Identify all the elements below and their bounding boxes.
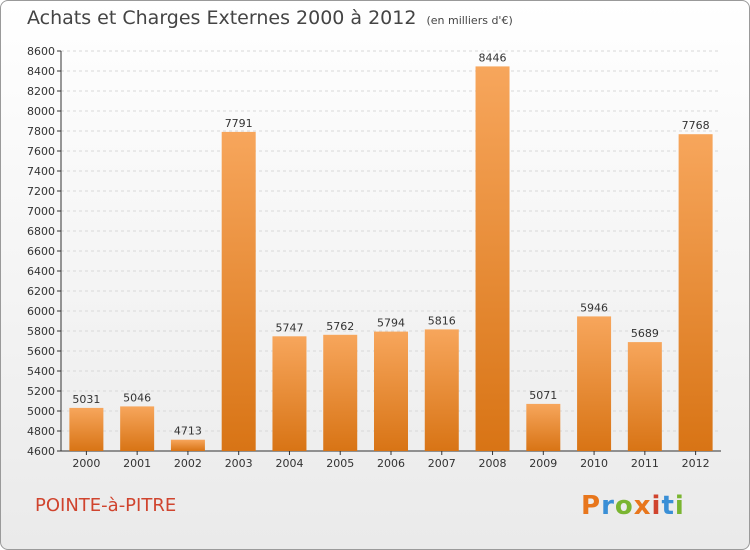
logo-letter: P — [581, 491, 602, 521]
x-tick-label: 2012 — [682, 457, 710, 470]
y-tick-label: 8400 — [27, 65, 55, 78]
bar — [424, 329, 459, 451]
x-tick-label: 2000 — [72, 457, 100, 470]
y-tick-label: 7000 — [27, 205, 55, 218]
y-tick-label: 6000 — [27, 305, 55, 318]
bar-value-label: 5816 — [428, 314, 456, 327]
y-tick-label: 6400 — [27, 265, 55, 278]
y-tick-label: 5000 — [27, 405, 55, 418]
y-tick-label: 5800 — [27, 325, 55, 338]
logo-letter: x — [633, 491, 652, 521]
bar-value-label: 8446 — [479, 51, 507, 64]
x-tick-label: 2004 — [275, 457, 303, 470]
y-tick-label: 7800 — [27, 125, 55, 138]
y-tick-label: 4800 — [27, 425, 55, 438]
y-tick-label: 8600 — [27, 45, 55, 58]
y-tick-label: 7600 — [27, 145, 55, 158]
x-tick-label: 2001 — [123, 457, 151, 470]
logo-letter: t — [661, 491, 675, 521]
y-tick-label: 4600 — [27, 445, 55, 458]
bar — [323, 334, 358, 451]
y-tick-label: 5600 — [27, 345, 55, 358]
bar — [69, 407, 104, 451]
bar-value-label: 5071 — [529, 389, 557, 402]
bar — [170, 439, 205, 451]
logo-letter: i — [651, 491, 662, 521]
bar — [577, 316, 612, 451]
logo-letter: o — [614, 491, 634, 521]
x-tick-label: 2008 — [479, 457, 507, 470]
y-tick-label: 7200 — [27, 185, 55, 198]
bar — [475, 66, 510, 452]
bar-value-label: 5794 — [377, 317, 405, 330]
bar — [526, 403, 561, 451]
city-name: POINTE-à-PITRE — [35, 495, 177, 516]
bar-value-label: 7791 — [225, 117, 253, 130]
y-tick-label: 7400 — [27, 165, 55, 178]
x-tick-label: 2010 — [580, 457, 608, 470]
y-tick-label: 5200 — [27, 385, 55, 398]
bar — [678, 134, 713, 451]
x-tick-label: 2005 — [326, 457, 354, 470]
chart-title-text: Achats et Charges Externes 2000 à 2012 — [27, 7, 417, 29]
bar-value-label: 4713 — [174, 425, 202, 438]
x-tick-label: 2011 — [631, 457, 659, 470]
y-tick-label: 6800 — [27, 225, 55, 238]
x-tick-label: 2003 — [225, 457, 253, 470]
bar — [374, 331, 408, 451]
bar — [627, 342, 662, 451]
bar — [120, 406, 155, 451]
proxiti-logo: Proxiti — [581, 491, 685, 521]
bar — [221, 131, 256, 451]
bar-value-label: 5747 — [275, 321, 303, 334]
bar — [272, 336, 307, 451]
y-tick-label: 5400 — [27, 365, 55, 378]
y-tick-label: 6600 — [27, 245, 55, 258]
logo-letter: r — [601, 491, 615, 521]
y-tick-label: 6200 — [27, 285, 55, 298]
chart-title: Achats et Charges Externes 2000 à 2012 (e… — [27, 7, 513, 29]
chart-unit: (en milliers d'€) — [426, 14, 513, 27]
x-tick-label: 2002 — [174, 457, 202, 470]
bar-value-label: 5946 — [580, 301, 608, 314]
logo-letter: i — [674, 491, 685, 521]
bar-value-label: 5046 — [123, 391, 151, 404]
bar-value-label: 7768 — [682, 119, 710, 132]
y-tick-label: 8200 — [27, 85, 55, 98]
bar-value-label: 5031 — [72, 393, 100, 406]
bar-value-label: 5762 — [326, 320, 354, 333]
bar-value-label: 5689 — [631, 327, 659, 340]
x-tick-label: 2006 — [377, 457, 405, 470]
x-tick-label: 2009 — [529, 457, 557, 470]
x-tick-label: 2007 — [428, 457, 456, 470]
y-tick-label: 8000 — [27, 105, 55, 118]
